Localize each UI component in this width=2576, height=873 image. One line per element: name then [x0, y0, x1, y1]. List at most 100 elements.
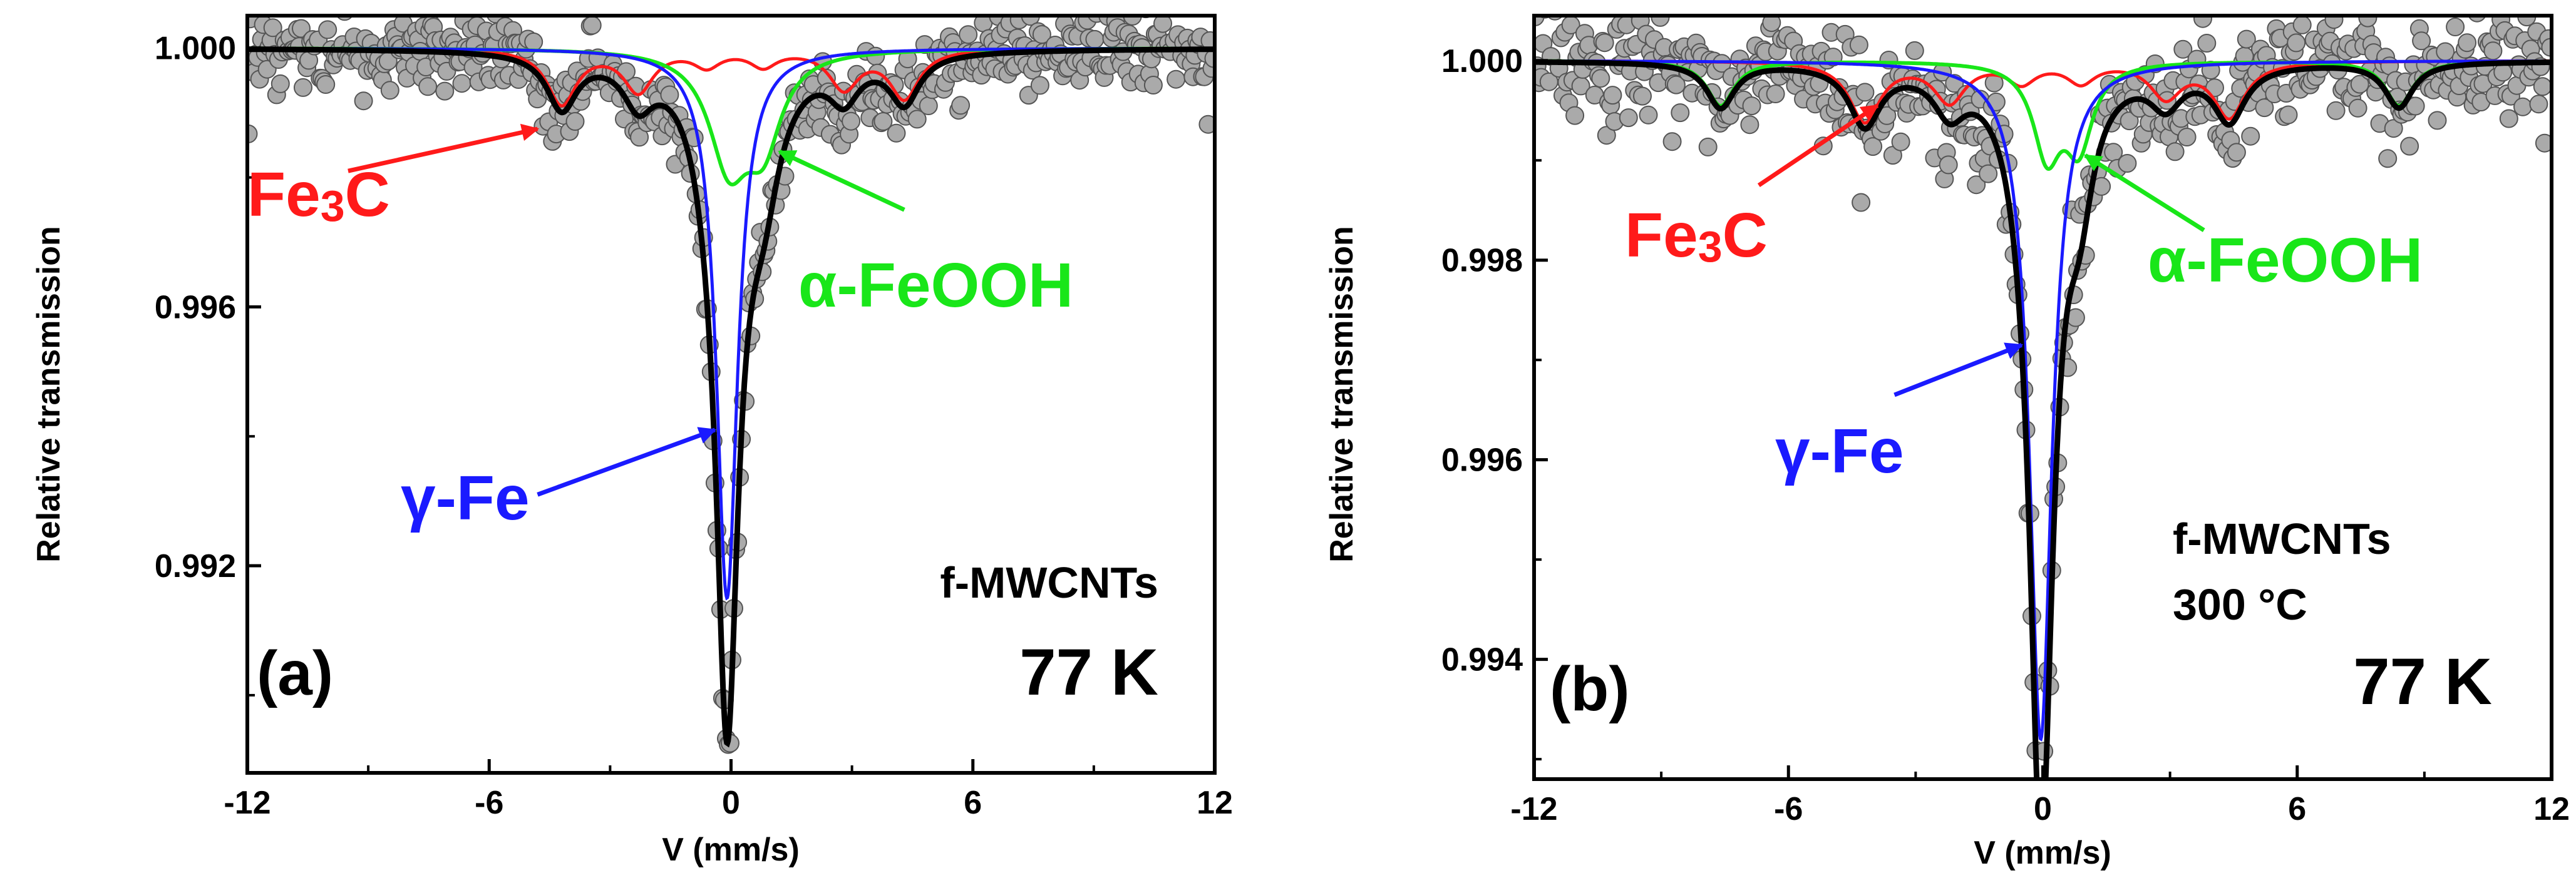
- data-point: [2458, 33, 2477, 53]
- data-point: [1939, 155, 1958, 175]
- data-point: [1855, 83, 1875, 102]
- data-point: [907, 110, 927, 129]
- data-point: [1671, 103, 1690, 123]
- data-point: [959, 25, 978, 44]
- data-point: [1979, 164, 1998, 183]
- data-point: [1153, 16, 1172, 33]
- gamma-fe-arrow: [537, 427, 717, 497]
- x-tick-label: 12: [2533, 791, 2570, 827]
- data-point: [2358, 16, 2378, 28]
- data-point: [1762, 16, 1781, 33]
- axis-ticks-a: -12 -6 0 6 12 0.992 0.996 1.000: [155, 31, 1233, 821]
- gamma-fe-label-a: γ-Fe: [401, 463, 530, 533]
- alpha-feooh-label-a: α-FeOOH: [798, 250, 1073, 320]
- data-point: [630, 128, 649, 147]
- data-point: [292, 19, 311, 38]
- data-point: [2177, 128, 2197, 146]
- data-point: [1698, 137, 1718, 156]
- data-point: [1891, 132, 1910, 151]
- data-point: [1639, 105, 1658, 125]
- data-point: [2292, 16, 2312, 34]
- data-point: [1647, 0, 1665, 13]
- data-point: [582, 16, 602, 35]
- data-point: [1143, 76, 1163, 94]
- x-tick-label: -12: [224, 785, 270, 821]
- x-tick-label: -12: [1510, 791, 1557, 827]
- sample-label-a: f-MWCNTs: [940, 558, 1158, 607]
- data-point: [1775, 0, 1792, 1]
- data-point: [1565, 106, 1585, 125]
- data-point: [2173, 39, 2193, 59]
- data-point: [2468, 16, 2486, 23]
- x-tick-label: -6: [475, 785, 503, 821]
- data-point: [565, 112, 585, 131]
- data-point: [1905, 41, 1924, 60]
- data-point: [951, 96, 971, 115]
- data-point: [2287, 33, 2306, 53]
- data-point: [919, 96, 938, 115]
- y-axis-label-b: Relative transmission: [1324, 226, 1360, 563]
- gamma-fe-arrow: [1893, 342, 2024, 397]
- data-point: [1863, 137, 1883, 156]
- temperature-label-a: 77 K: [1019, 636, 1158, 709]
- data-point: [1852, 193, 1871, 212]
- fe3c-label-a: Fe3C: [247, 160, 390, 230]
- x-tick-label: -6: [1774, 791, 1803, 827]
- gamma-fe-label-b: γ-Fe: [1775, 416, 1904, 486]
- data-point: [2348, 98, 2367, 118]
- data-point: [2384, 119, 2403, 138]
- y-tick-label: 1.000: [155, 31, 236, 67]
- data-point: [1582, 0, 1600, 14]
- data-point: [1849, 35, 1868, 54]
- data-point: [1595, 33, 1614, 53]
- data-point: [2378, 149, 2398, 168]
- y-tick-label: 0.992: [155, 548, 236, 585]
- y-tick-label: 0.996: [1441, 442, 1523, 479]
- data-point: [452, 74, 471, 93]
- data-point: [1662, 132, 1682, 151]
- alpha-feooh-label-b: α-FeOOH: [2148, 225, 2423, 295]
- fe3c-arrow: [1757, 103, 1879, 188]
- data-point: [2326, 101, 2346, 120]
- data-point: [2499, 109, 2518, 128]
- data-point: [2406, 96, 2425, 116]
- data-point: [318, 20, 337, 39]
- data-points-b: [1534, 0, 2552, 761]
- data-point: [294, 78, 312, 97]
- arrows-b: [1757, 103, 2205, 397]
- data-point: [2433, 0, 2450, 15]
- panel-label-b: (b): [1550, 654, 1630, 724]
- y-axis-label-a: Relative transmission: [31, 226, 67, 563]
- x-tick-label: 0: [2034, 791, 2052, 827]
- data-point: [321, 0, 338, 14]
- y-tick-label: 1.000: [1441, 43, 1523, 79]
- fit-curves-b: [1534, 59, 2552, 779]
- data-point: [2255, 98, 2274, 118]
- alpha-feooh-arrow: [2083, 153, 2205, 232]
- panel-label-a: (a): [257, 638, 333, 708]
- data-point: [2279, 105, 2298, 125]
- data-point: [354, 91, 373, 111]
- data-point: [2197, 34, 2217, 53]
- x-tick-label: 6: [2288, 791, 2306, 827]
- fit-curves-a: [247, 46, 1215, 748]
- data-point: [2533, 77, 2552, 96]
- data-point: [1167, 69, 1186, 89]
- data-point: [887, 123, 906, 143]
- data-point: [2227, 143, 2246, 162]
- data-point: [2436, 42, 2455, 61]
- data-point: [2237, 29, 2256, 49]
- data-point: [2324, 16, 2344, 29]
- axis-ticks-b: -12 -6 0 6 12 0.994 0.996 0.998 1.000: [1441, 43, 2570, 827]
- data-point: [1597, 126, 1616, 145]
- data-point: [2535, 133, 2552, 153]
- data-point: [1619, 108, 1638, 128]
- panel-a: -12 -6 0 6 12 0.992 0.996 1.000 V (mm/s) Relati…: [31, 0, 1233, 868]
- data-point: [2513, 97, 2532, 116]
- data-point: [2446, 18, 2465, 36]
- x-axis-label-a: V (mm/s): [662, 832, 800, 868]
- gamma-fe-subspectrum: [247, 46, 1215, 601]
- data-point: [307, 0, 325, 10]
- data-point: [1085, 29, 1105, 49]
